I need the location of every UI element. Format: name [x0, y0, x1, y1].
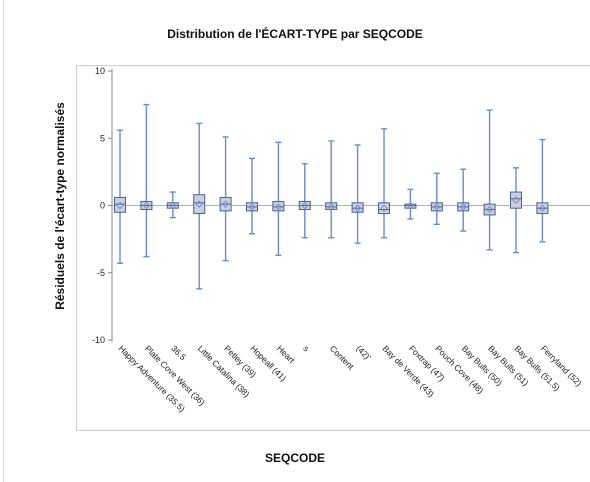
box-iqr [272, 200, 285, 212]
mean-marker [142, 201, 151, 210]
y-tick-label: 10 [95, 66, 105, 76]
chart-title: Distribution de l'ÉCART-TYPE par SEQCODE [167, 27, 423, 41]
x-tick-label: Heart [275, 343, 297, 365]
mean-marker [116, 201, 124, 210]
box-iqr [351, 202, 364, 213]
x-axis-label: SEQCODE [264, 451, 325, 465]
y-tick-label: -10 [92, 335, 105, 345]
mean-marker [195, 200, 203, 208]
x-tick-label: (42)' [354, 343, 373, 362]
mean-marker [433, 203, 441, 211]
box-iqr [193, 194, 206, 215]
mean-marker [221, 200, 230, 208]
mean-marker [353, 204, 362, 212]
mean-marker [485, 205, 494, 214]
mean-marker [327, 203, 335, 211]
chart-frame [76, 65, 590, 431]
box-iqr [378, 202, 390, 215]
x-tick-label: Content [328, 343, 357, 372]
mean-marker [406, 201, 415, 210]
mean-marker [459, 203, 467, 211]
box-iqr [404, 203, 417, 209]
mean-marker [248, 203, 256, 211]
box-iqr [510, 191, 522, 209]
mean-marker [169, 201, 177, 210]
x-tick-label: 36.5 [169, 343, 188, 362]
window-edge [3, 0, 4, 482]
box-iqr [114, 196, 126, 213]
mean-marker [380, 204, 388, 212]
mean-marker [301, 201, 309, 210]
mean-marker [274, 203, 283, 211]
y-tick-label: 0 [100, 201, 105, 211]
x-tick-label: s [301, 343, 311, 353]
mean-marker [538, 204, 547, 212]
y-tick-label: -5 [97, 268, 105, 278]
y-tick-label: 5 [100, 133, 105, 143]
mean-marker [512, 196, 520, 204]
